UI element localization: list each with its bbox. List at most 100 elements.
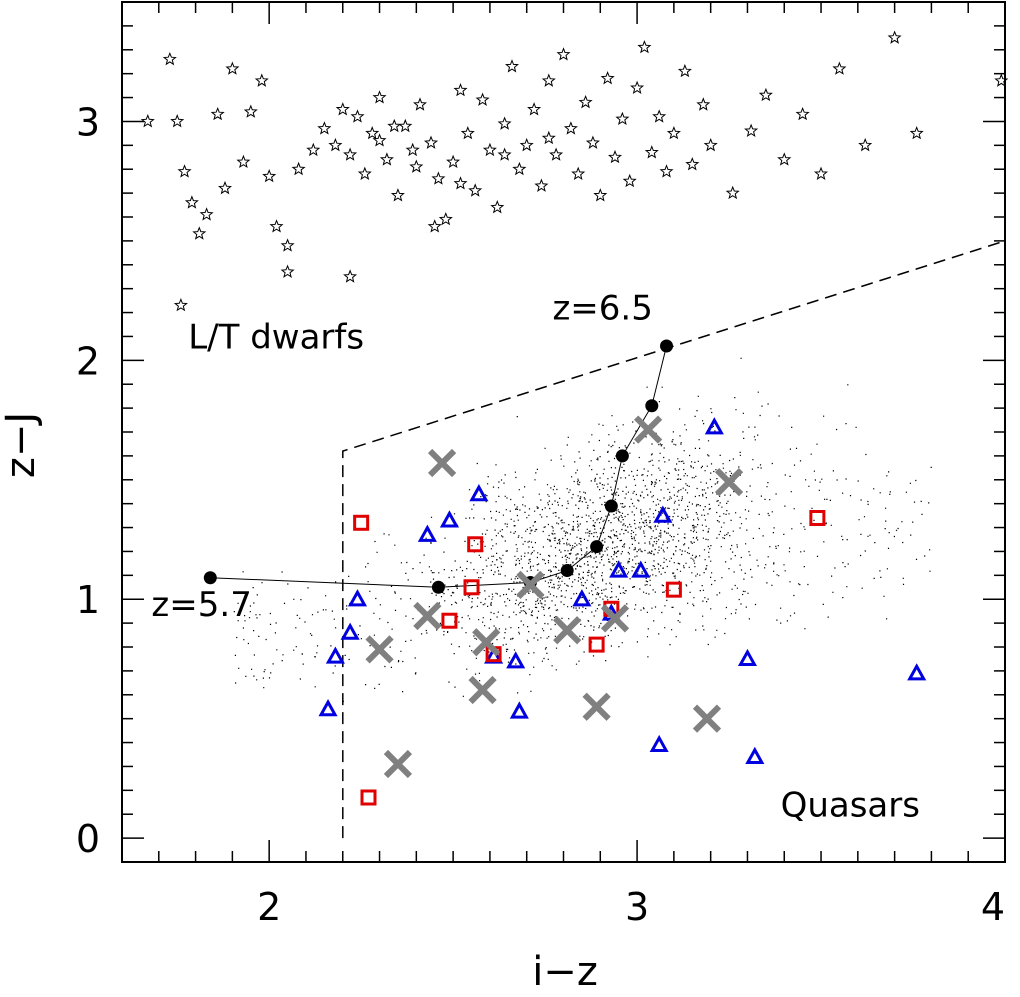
star-marker [280,238,295,252]
star-marker [350,109,365,123]
star-marker [379,152,394,166]
x-tick-label: 4 [981,885,1005,929]
annotation-lt-dwarfs: L/T dwarfs [188,317,364,357]
triangle-marker [340,622,360,640]
track-point [645,399,659,413]
cross-marker [468,675,497,705]
star-marker [343,269,358,283]
triangle-marker [509,701,529,719]
star-marker [505,59,519,73]
star-marker [652,109,667,123]
star-marker [475,92,490,106]
square-marker [809,510,826,526]
star-marker [438,212,453,226]
cross-marker [600,604,630,633]
star-marker [192,226,207,240]
star-marker [541,130,556,145]
star-marker [413,97,427,111]
star-marker [887,30,902,44]
y-tick-label: 0 [76,817,100,861]
star-marker [497,147,512,161]
cross-marker [383,749,413,779]
star-marker [372,133,387,147]
plot-frame [121,1,1006,863]
star-marker [744,123,759,138]
star-marker [343,147,358,161]
star-marker [659,164,674,178]
star-marker [832,61,847,75]
star-marker [328,137,343,152]
star-marker [453,176,468,190]
triangle-marker [506,651,526,669]
triangle-marker [631,560,651,578]
square-marker [353,514,370,531]
square-marker [588,636,605,653]
star-marker [162,51,177,66]
triangle-marker [704,417,724,435]
star-marker [777,152,792,166]
star-marker [541,73,556,87]
star-marker [556,47,571,61]
annotation-quasars: Quasars [781,786,920,826]
star-marker [317,121,332,135]
cross-marker [472,628,501,657]
star-marker [527,102,542,116]
star-marker [306,142,321,157]
star-marker [210,106,225,121]
star-marker [468,183,483,197]
star-marker [280,264,295,278]
star-marker [585,135,600,149]
star-marker [600,71,615,85]
axis-ticks [121,1,1006,862]
y-tick-label: 2 [76,339,100,383]
track-point [203,571,217,585]
star-marker [685,157,700,171]
star-marker [758,87,773,102]
triangle-marker [318,699,338,717]
star-marker [173,298,188,312]
cross-marker [692,704,722,733]
star-marker [795,106,810,121]
star-marker [512,161,527,176]
star-marker [431,171,446,185]
star-marker [243,104,258,118]
star-marker [482,142,497,157]
star-marker [696,97,711,111]
star-marker [357,166,372,181]
cross-marker [413,601,442,631]
boundary-line [342,240,1006,839]
star-marker [170,114,185,128]
triangle-marker [347,589,368,607]
triangle-marker [745,746,765,764]
star-marker [534,178,549,192]
triangle-marker [653,505,673,523]
star-marker [225,61,240,75]
star-marker [405,142,420,157]
track-point [604,499,618,513]
star-marker [615,111,630,126]
annotation-z57: z=5.7 [151,585,251,625]
x-axis-title: i−z [532,949,598,995]
star-marker [262,169,277,183]
background-dot-cloud [233,357,932,702]
star-marker [519,137,534,152]
cross-marker [633,415,663,444]
x-tick-label: 3 [625,885,649,929]
star-marker [236,154,251,168]
star-marker [409,159,424,173]
star-marker [666,126,681,140]
star-marker [644,145,659,159]
star-marker [813,166,828,181]
star-marker [490,200,505,214]
star-marker [622,173,637,188]
star-marker [184,195,199,209]
star-marker [677,63,692,78]
track-point [660,339,674,353]
triangle-marker [649,734,669,753]
star-marker [858,137,873,152]
square-marker [463,579,480,596]
square-marker [360,789,377,806]
star-marker [398,118,413,133]
y-tick-label: 3 [76,100,100,144]
